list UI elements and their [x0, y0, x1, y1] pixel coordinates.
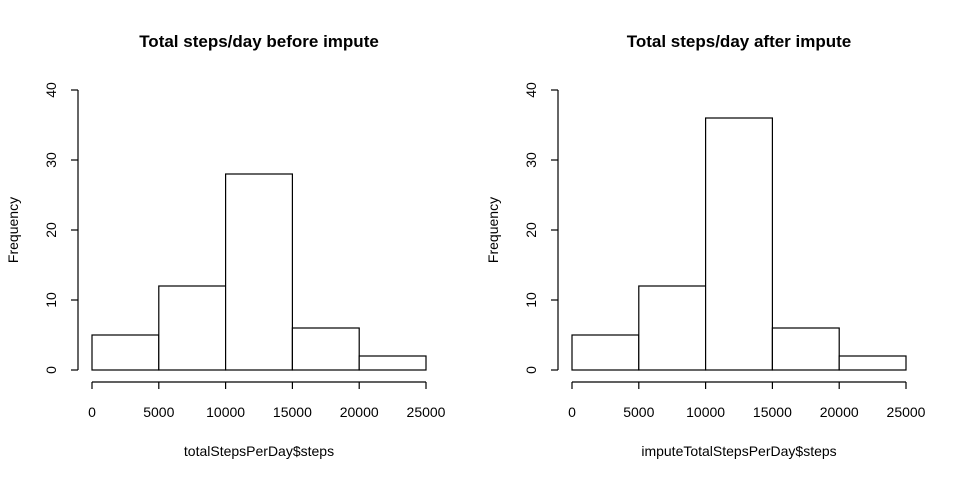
x-axis: 0 5000 10000 15000 20000 25000: [88, 381, 446, 420]
x-tick-label: 5000: [143, 404, 174, 420]
y-tick-label: 20: [43, 222, 59, 238]
x-tick-label: 15000: [753, 404, 792, 420]
y-tick-label: 40: [43, 82, 59, 98]
y-axis: 0 10 20 30 40: [523, 82, 559, 374]
x-tick-label: 10000: [206, 404, 245, 420]
histogram-panel-before-impute: Total steps/day before impute totalSteps…: [5, 32, 446, 459]
histogram-bar: [158, 285, 227, 371]
x-axis: 0 5000 10000 15000 20000 25000: [568, 381, 926, 420]
x-tick-label: 15000: [273, 404, 312, 420]
x-tick-label: 10000: [686, 404, 725, 420]
x-tick-label: 25000: [407, 404, 446, 420]
histogram-bar: [771, 327, 840, 371]
bar-group: [91, 173, 427, 371]
histogram-bar: [571, 334, 640, 371]
y-axis-label: Frequency: [485, 197, 501, 263]
x-tick-label: 0: [568, 404, 576, 420]
bar-group: [571, 117, 907, 371]
y-tick-label: 0: [43, 366, 59, 374]
x-tick-label: 0: [88, 404, 96, 420]
x-tick-label: 5000: [623, 404, 654, 420]
histogram-bar: [225, 173, 294, 371]
histogram-bar: [358, 355, 427, 371]
x-axis-label: imputeTotalStepsPerDay$steps: [641, 443, 836, 459]
y-tick-label: 10: [523, 292, 539, 308]
y-tick-label: 30: [43, 152, 59, 168]
x-tick-label: 20000: [340, 404, 379, 420]
chart-title: Total steps/day before impute: [139, 32, 379, 51]
histogram-bar: [91, 334, 160, 371]
y-tick-label: 20: [523, 222, 539, 238]
histogram-bar: [838, 355, 907, 371]
histogram-bar: [291, 327, 360, 371]
x-tick-label: 25000: [887, 404, 926, 420]
y-tick-label: 40: [523, 82, 539, 98]
histogram-bar: [704, 117, 773, 371]
y-axis: 0 10 20 30 40: [43, 82, 79, 374]
x-axis-label: totalStepsPerDay$steps: [184, 443, 334, 459]
chart-title: Total steps/day after impute: [627, 32, 852, 51]
y-tick-label: 30: [523, 152, 539, 168]
histogram-bar: [638, 285, 707, 371]
y-axis-label: Frequency: [5, 197, 21, 263]
histogram-panel-after-impute: Total steps/day after impute imputeTotal…: [485, 32, 926, 459]
y-tick-label: 0: [523, 366, 539, 374]
x-tick-label: 20000: [820, 404, 859, 420]
y-tick-label: 10: [43, 292, 59, 308]
